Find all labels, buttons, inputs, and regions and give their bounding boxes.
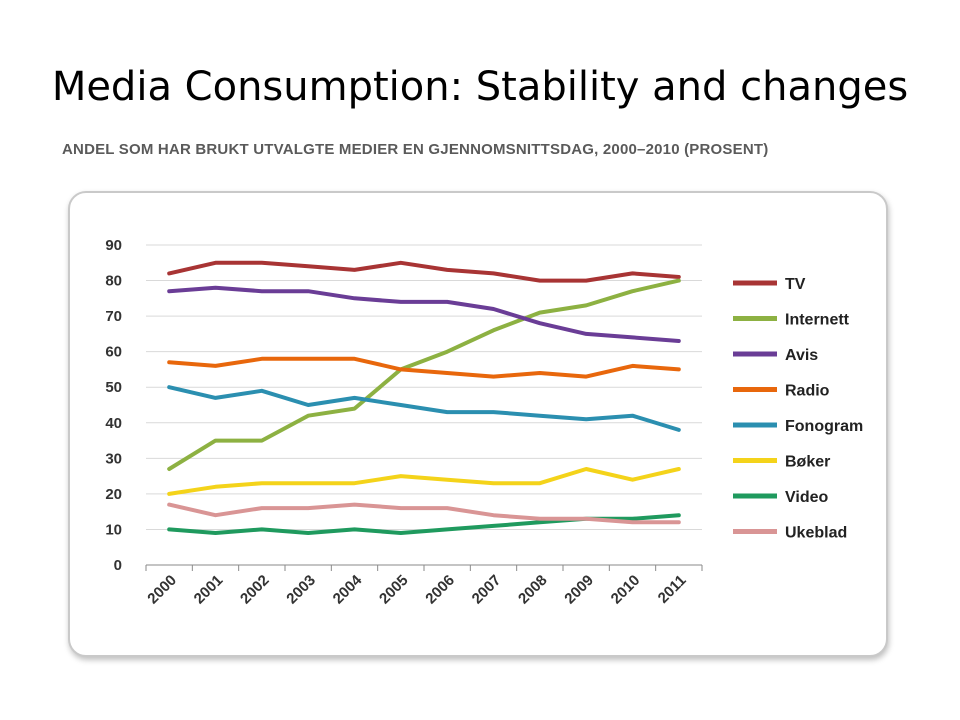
x-tick-label: 2000 — [144, 572, 180, 608]
legend-label: Ukeblad — [785, 525, 847, 542]
y-tick-label: 70 — [105, 308, 122, 325]
y-tick-label: 10 — [105, 521, 122, 538]
y-tick-label: 20 — [105, 486, 122, 503]
series-line-fonogram — [167, 385, 681, 432]
x-tick-label: 2011 — [655, 572, 690, 607]
y-tick-label: 30 — [105, 450, 122, 467]
y-tick-label: 50 — [105, 379, 122, 396]
y-tick-label: 40 — [105, 415, 122, 432]
series-line-tv — [167, 260, 681, 283]
chart-title: ANDEL SOM HAR BRUKT UTVALGTE MEDIER EN G… — [62, 141, 769, 158]
x-tick-label: 2002 — [237, 572, 273, 608]
legend-label: Internett — [785, 312, 850, 329]
x-tick-label: 2010 — [608, 572, 644, 608]
legend-label: TV — [785, 276, 806, 293]
series-line-ukeblad — [167, 502, 681, 525]
x-tick-label: 2009 — [561, 572, 597, 608]
series-line-radio — [167, 356, 681, 379]
series-line-internett — [167, 278, 681, 471]
legend-label: Avis — [785, 347, 818, 364]
x-tick-label: 2008 — [515, 572, 551, 608]
y-tick-label: 60 — [105, 344, 122, 361]
y-tick-label: 90 — [105, 237, 122, 254]
x-tick-label: 2006 — [422, 572, 458, 608]
x-tick-label: 2003 — [283, 572, 319, 608]
series-line-avis — [167, 285, 681, 343]
slide-title: Media Consumption: Stability and changes — [51, 64, 909, 110]
y-tick-label: 80 — [105, 273, 122, 290]
x-tick-label: 2004 — [330, 571, 366, 607]
x-tick-label: 2001 — [191, 572, 227, 608]
series-line-b-ker — [167, 467, 681, 496]
legend-label: Video — [785, 489, 829, 506]
series-line-video — [167, 513, 681, 535]
legend-label: Radio — [785, 383, 830, 400]
legend-label: Fonogram — [785, 418, 863, 435]
y-tick-label: 0 — [114, 557, 122, 574]
x-tick-label: 2005 — [376, 572, 412, 608]
x-tick-label: 2007 — [469, 572, 505, 608]
legend-label: Bøker — [785, 454, 830, 471]
